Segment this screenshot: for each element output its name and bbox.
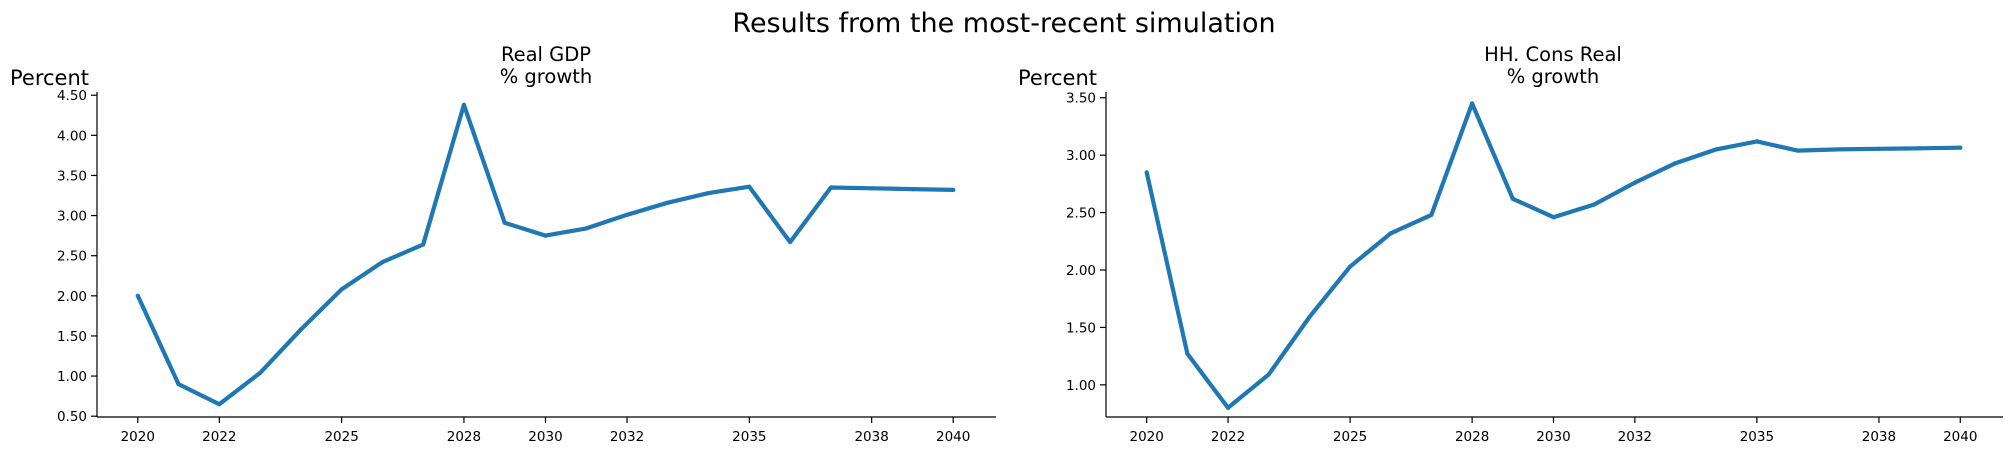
x-tick-label: 2020 <box>1130 429 1164 445</box>
y-axis-label: Percent <box>1018 66 1097 90</box>
x-tick-label: 2038 <box>1862 429 1896 445</box>
series-marks <box>1144 101 1963 410</box>
data-point <box>176 381 181 387</box>
x-tick-label: 2020 <box>121 429 155 445</box>
axes <box>1105 92 2003 418</box>
x-ticks: 2020 2022 2025 2028 2030 2032 2035 2038 2040 <box>121 417 970 445</box>
y-ticks: 1.00 1.50 2.00 2.50 3.00 3.50 <box>1066 91 1106 394</box>
data-point <box>257 370 263 375</box>
x-tick-label: 2028 <box>1455 429 1489 445</box>
y-tick-label: 4.00 <box>57 128 87 144</box>
data-point <box>828 185 833 190</box>
series-marks <box>135 102 956 407</box>
data-point <box>1714 147 1719 152</box>
data-point <box>461 102 467 107</box>
y-tick-label: 3.50 <box>1066 91 1096 107</box>
data-point <box>747 184 752 189</box>
data-point <box>869 186 874 191</box>
y-axis-label: Percent <box>10 66 89 90</box>
chart-title-line-2: % growth <box>1507 65 1600 88</box>
data-point <box>1632 180 1637 185</box>
data-point <box>624 212 630 217</box>
data-point <box>380 260 385 265</box>
x-tick-label: 2025 <box>1333 429 1367 445</box>
x-tick-label: 2040 <box>936 429 970 445</box>
x-tick-label: 2038 <box>854 429 888 445</box>
data-point <box>502 220 507 225</box>
data-point <box>1551 215 1556 220</box>
y-tick-label: 2.50 <box>57 249 87 265</box>
data-point <box>665 200 670 205</box>
data-point <box>1185 351 1190 356</box>
y-tick-label: 2.50 <box>1066 206 1096 222</box>
y-tick-label: 1.00 <box>1066 378 1096 394</box>
x-tick-label: 2022 <box>1211 429 1245 445</box>
data-point <box>543 233 548 238</box>
chart-title-line-1: HH. Cons Real <box>1484 43 1622 66</box>
y-tick-label: 3.50 <box>57 168 87 184</box>
y-tick-label: 2.00 <box>1066 263 1096 279</box>
x-tick-label: 2035 <box>732 429 766 445</box>
data-point <box>1836 147 1841 152</box>
axes <box>96 92 996 418</box>
data-point <box>706 191 711 196</box>
data-point <box>788 239 793 245</box>
data-point <box>298 327 303 332</box>
data-point <box>584 226 589 231</box>
y-tick-label: 3.00 <box>57 209 87 225</box>
data-point <box>1429 212 1434 217</box>
data-point <box>1144 170 1149 175</box>
data-point <box>1510 196 1515 201</box>
data-point <box>1592 202 1597 207</box>
data-point <box>1470 101 1475 106</box>
y-ticks: 0.50 1.00 1.50 2.00 2.50 3.00 3.50 4.00 4.50 <box>57 88 97 425</box>
x-tick-label: 2030 <box>1536 429 1570 445</box>
x-tick-label: 2032 <box>1618 429 1652 445</box>
x-tick-label: 2025 <box>324 429 358 445</box>
data-point <box>1347 264 1353 269</box>
y-tick-label: 1.00 <box>57 369 87 385</box>
data-point <box>339 287 344 292</box>
data-point <box>1307 314 1312 320</box>
x-tick-label: 2030 <box>528 429 562 445</box>
series-line <box>135 102 956 407</box>
data-point <box>1673 161 1678 166</box>
data-point <box>1266 372 1271 377</box>
y-tick-label: 1.50 <box>57 329 87 345</box>
chart-real-gdp: Percent Real GDP % growth 0.50 1.00 1.50 2.… <box>10 43 996 445</box>
y-tick-label: 4.50 <box>57 88 87 104</box>
data-point <box>1754 139 1759 144</box>
y-tick-label: 0.50 <box>57 409 87 425</box>
x-ticks: 2020 2022 2025 2028 2030 2032 2035 2038 2040 <box>1130 417 1977 445</box>
data-point <box>1225 405 1231 410</box>
data-point <box>1388 231 1393 236</box>
figure-title: Results from the most-recent simulation <box>732 8 1275 39</box>
x-tick-label: 2022 <box>202 429 236 445</box>
y-tick-label: 3.00 <box>1066 148 1096 164</box>
x-tick-label: 2028 <box>447 429 481 445</box>
x-tick-label: 2035 <box>1740 429 1774 445</box>
x-tick-label: 2040 <box>1943 429 1977 445</box>
data-point <box>1795 148 1800 153</box>
data-point <box>1917 146 1922 151</box>
chart-hh-cons-real: Percent HH. Cons Real % growth 1.00 1.50 2… <box>1018 43 2003 445</box>
x-tick-label: 2032 <box>610 429 644 445</box>
chart-title-line-1: Real GDP <box>501 43 591 66</box>
data-point <box>1958 145 1963 150</box>
data-point <box>217 402 222 407</box>
chart-title-line-2: % growth <box>500 65 593 88</box>
data-point <box>421 242 426 247</box>
data-point <box>135 293 140 298</box>
data-point <box>1876 146 1882 151</box>
y-tick-label: 1.50 <box>1066 320 1096 336</box>
data-point <box>951 187 956 193</box>
data-point <box>910 186 915 192</box>
y-tick-label: 2.00 <box>57 289 87 305</box>
